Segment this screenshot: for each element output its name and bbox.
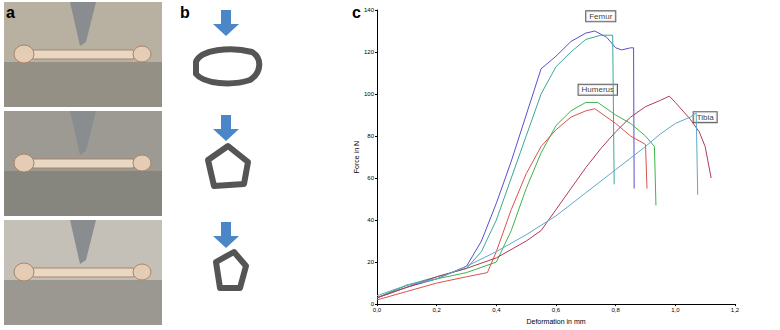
svg-text:Humerus: Humerus: [582, 85, 614, 94]
svg-text:100: 100: [364, 91, 375, 97]
svg-text:1,0: 1,0: [671, 307, 680, 313]
svg-text:Deformation in mm: Deformation in mm: [526, 318, 585, 325]
svg-text:0: 0: [370, 301, 374, 308]
svg-text:60: 60: [367, 175, 374, 181]
svg-text:Tibia: Tibia: [697, 113, 715, 122]
svg-text:0,6: 0,6: [552, 307, 561, 313]
svg-text:1,2: 1,2: [731, 307, 740, 313]
svg-text:Force in N: Force in N: [353, 141, 360, 173]
html-text:c: c: [352, 4, 361, 21]
html-text:a: a: [6, 4, 15, 21]
svg-text:0,0: 0,0: [373, 307, 382, 313]
svg-text:Femur: Femur: [589, 12, 612, 21]
svg-text:80: 80: [367, 133, 374, 139]
svg-text:40: 40: [367, 217, 374, 223]
svg-text:0,4: 0,4: [492, 307, 501, 313]
svg-text:0,8: 0,8: [611, 307, 620, 313]
svg-text:140: 140: [364, 7, 375, 13]
svg-text:20: 20: [367, 259, 374, 265]
svg-text:0,2: 0,2: [432, 307, 441, 313]
html-text:b: b: [180, 4, 190, 21]
svg-text:120: 120: [364, 49, 375, 55]
